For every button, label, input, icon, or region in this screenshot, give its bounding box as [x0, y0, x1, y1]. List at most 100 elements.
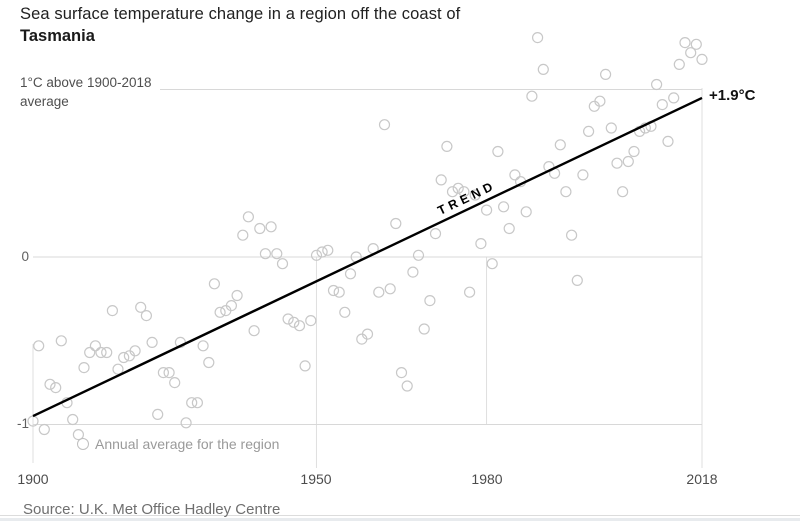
data-point-1942 — [265, 221, 277, 233]
data-point-1990 — [537, 63, 549, 76]
data-point-1921 — [146, 336, 158, 348]
data-point-1988 — [526, 90, 538, 102]
data-point-2000 — [594, 95, 606, 107]
data-point-1993 — [554, 139, 566, 151]
data-point-2014 — [673, 58, 685, 71]
data-point-1981 — [486, 258, 498, 270]
data-point-1952 — [322, 244, 334, 256]
data-point-1962 — [378, 119, 391, 131]
data-point-1903 — [44, 378, 56, 390]
x-tick-label-1950: 1950 — [300, 471, 332, 487]
y-axis-unit-label-line2: average — [20, 93, 69, 109]
data-point-1968 — [412, 249, 425, 261]
data-point-1902 — [38, 423, 50, 436]
data-point-2017 — [690, 38, 702, 50]
data-point-1995 — [565, 229, 578, 241]
data-point-1994 — [560, 186, 572, 198]
data-point-1983 — [498, 201, 510, 213]
data-point-1932 — [208, 278, 220, 290]
data-point-1937 — [237, 229, 249, 241]
data-point-1930 — [197, 340, 209, 352]
data-point-1915 — [112, 363, 124, 375]
data-point-1943 — [271, 248, 283, 260]
data-point-1924 — [163, 367, 175, 379]
data-point-1912 — [95, 346, 107, 359]
source-attribution: Source: U.K. Met Office Hadley Centre — [23, 501, 281, 518]
data-point-1927 — [180, 417, 192, 429]
data-point-1970 — [424, 295, 436, 307]
data-point-1950 — [310, 249, 323, 261]
data-point-1984 — [503, 222, 515, 235]
data-point-1901 — [33, 340, 45, 352]
data-point-1976 — [458, 186, 470, 198]
data-point-1973 — [441, 140, 453, 152]
data-point-2015 — [679, 36, 691, 49]
data-point-1941 — [259, 248, 271, 260]
data-point-2018 — [696, 53, 708, 66]
data-point-1997 — [577, 169, 589, 181]
data-point-1966 — [401, 380, 413, 392]
data-point-1914 — [106, 305, 119, 317]
data-point-1936 — [231, 289, 243, 302]
data-point-1913 — [101, 346, 113, 359]
data-point-1955 — [339, 306, 351, 318]
data-point-1925 — [169, 377, 181, 389]
data-point-1939 — [248, 325, 260, 337]
data-point-1979 — [475, 238, 487, 250]
y-axis-unit-label: 1°C above 1900-2018 average — [20, 74, 152, 112]
data-point-1972 — [435, 174, 447, 186]
legend: Annual average for the region — [77, 436, 279, 452]
footer-divider — [0, 515, 800, 516]
legend-circle-icon — [77, 438, 89, 450]
trend-line — [32, 96, 703, 418]
data-point-1963 — [384, 283, 396, 295]
data-point-1969 — [418, 323, 430, 335]
data-point-2005 — [622, 155, 634, 168]
data-point-2006 — [628, 145, 640, 158]
total-change-annotation: +1.9°C — [709, 87, 756, 104]
data-point-1938 — [242, 211, 254, 223]
data-point-1967 — [407, 266, 419, 278]
bottom-edge-band — [0, 518, 800, 521]
data-point-2004 — [616, 186, 629, 198]
data-point-1929 — [191, 397, 203, 409]
data-point-1931 — [203, 356, 215, 369]
y-axis-unit-label-line1: 1°C above 1900-2018 — [20, 75, 152, 90]
data-point-1907 — [67, 413, 79, 426]
data-point-2012 — [662, 135, 674, 147]
data-point-1905 — [55, 335, 67, 347]
data-point-1910 — [84, 346, 96, 359]
data-point-1918 — [129, 345, 141, 357]
data-point-1935 — [225, 300, 237, 312]
data-point-1953 — [327, 284, 340, 297]
data-point-1954 — [333, 286, 345, 298]
data-point-2011 — [656, 98, 668, 111]
data-point-1923 — [157, 367, 169, 379]
data-point-1904 — [50, 382, 62, 394]
data-point-1975 — [452, 182, 464, 194]
legend-label: Annual average for the region — [95, 436, 280, 452]
data-point-1956 — [344, 268, 357, 280]
data-point-1945 — [282, 313, 294, 325]
data-point-2002 — [605, 122, 617, 134]
data-point-1987 — [520, 206, 532, 218]
data-point-1928 — [186, 397, 198, 409]
data-point-1922 — [152, 408, 164, 420]
data-point-1959 — [361, 328, 374, 340]
data-point-1961 — [373, 286, 385, 298]
data-point-1974 — [446, 186, 459, 198]
data-point-1989 — [531, 31, 544, 44]
data-point-1916 — [118, 351, 130, 364]
data-point-2001 — [599, 68, 612, 81]
data-point-1919 — [135, 301, 147, 313]
data-point-1996 — [571, 274, 583, 286]
chart-title-region: Tasmania — [20, 27, 95, 45]
data-point-1940 — [254, 222, 266, 235]
data-point-1964 — [390, 217, 402, 230]
data-point-1946 — [288, 316, 300, 328]
chart-title-line1: Sea surface temperature change in a regi… — [20, 5, 461, 23]
data-point-2016 — [685, 47, 697, 59]
data-point-1933 — [214, 306, 226, 318]
